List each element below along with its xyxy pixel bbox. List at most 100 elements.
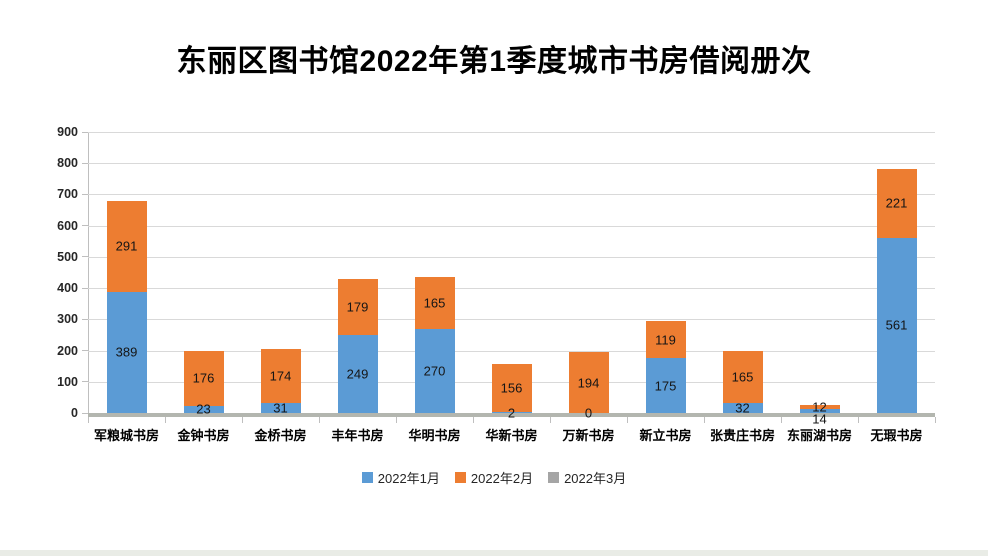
legend-swatch — [454, 472, 466, 483]
x-axis-category-label: 华明书房 — [408, 428, 461, 443]
legend-item-1: 2022年2月 — [454, 468, 534, 487]
value-label: 32 — [735, 400, 750, 416]
value-label: 23 — [196, 401, 211, 417]
bar-segment-series1-cat7 — [645, 321, 686, 359]
legend-label: 2022年3月 — [564, 471, 627, 486]
bar-segment-series0-cat9 — [799, 408, 840, 413]
value-label: 249 — [346, 366, 369, 382]
bar-segment-series0-cat10 — [876, 237, 917, 413]
y-axis-tick-label: 200 — [57, 343, 78, 358]
x-axis-category-label: 万新书房 — [562, 428, 615, 443]
x-axis-line — [88, 413, 935, 417]
x-axis-category-label: 无瑕书房 — [870, 428, 923, 443]
legend-item-0: 2022年1月 — [361, 468, 440, 487]
y-axis-tick-label: 800 — [57, 156, 78, 171]
value-label: 291 — [115, 238, 138, 254]
legend-swatch — [361, 472, 373, 483]
chart-title: 东丽区图书馆2022年第1季度城市书房借阅册次 — [176, 45, 812, 78]
y-axis-tick — [82, 287, 88, 289]
value-label: 165 — [423, 295, 446, 311]
bar-segment-series0-cat2 — [260, 403, 301, 413]
bar-segment-series0-cat3 — [337, 335, 378, 413]
value-label: 12 — [812, 399, 827, 415]
gridline — [88, 288, 935, 290]
bar-segment-series0-cat1 — [183, 405, 224, 413]
legend-item-2: 2022年3月 — [548, 468, 626, 487]
bar-segment-series1-cat9 — [799, 404, 840, 409]
bar-segment-series1-cat6 — [568, 352, 609, 413]
y-axis-tick — [82, 193, 88, 195]
value-label: 389 — [115, 344, 138, 360]
value-label: 175 — [654, 378, 677, 394]
bar-segment-series1-cat2 — [260, 348, 301, 404]
x-axis-category-label: 金桥书房 — [254, 428, 307, 443]
value-label: 0 — [584, 405, 593, 421]
y-axis-tick-label: 300 — [57, 312, 78, 327]
value-label: 156 — [500, 380, 523, 396]
bar-segment-series1-cat8 — [722, 351, 763, 403]
x-axis-tick — [319, 417, 320, 423]
value-label: 221 — [885, 195, 908, 211]
bar-segment-series0-cat8 — [722, 403, 763, 413]
gridline — [88, 256, 935, 258]
x-axis-tick — [473, 417, 474, 423]
y-axis-tick-label: 700 — [57, 187, 78, 202]
bar-segment-series1-cat4 — [414, 277, 455, 329]
x-axis-category-label: 张贵庄书房 — [709, 428, 776, 443]
gridline — [88, 163, 935, 165]
y-axis-tick — [82, 318, 88, 320]
x-axis-tick — [396, 417, 397, 423]
x-axis-category-label: 华新书房 — [485, 428, 538, 443]
value-label: 119 — [655, 332, 676, 348]
bar-segment-series0-cat7 — [645, 358, 686, 413]
gridline — [88, 194, 935, 196]
bar-segment-series1-cat3 — [337, 279, 378, 336]
value-label: 14 — [812, 411, 827, 427]
gridline — [88, 350, 935, 352]
value-label: 176 — [192, 370, 215, 386]
bar-segment-series0-cat5 — [491, 412, 532, 413]
gridline — [88, 225, 935, 227]
value-label: 179 — [346, 299, 369, 315]
bar-segment-series1-cat10 — [876, 168, 917, 238]
x-axis-tick — [88, 417, 89, 423]
x-axis-category-label: 东丽湖书房 — [786, 428, 853, 443]
x-axis-tick — [781, 417, 782, 423]
y-axis-tick-label: 600 — [57, 218, 78, 233]
plot-area: 0 100 200 300 400 500 600 700 800 900 389 291 军粮城书房 2… — [57, 125, 936, 443]
x-axis-tick — [704, 417, 705, 423]
value-label: 194 — [577, 375, 600, 391]
legend-label: 2022年1月 — [377, 471, 440, 486]
value-label: 2 — [507, 405, 516, 421]
x-axis-tick — [627, 417, 628, 423]
x-axis-category-label: 军粮城书房 — [93, 428, 160, 443]
x-axis-tick — [858, 417, 859, 423]
bar-segment-series1-cat1 — [183, 350, 224, 406]
bar-segment-series1-cat0 — [106, 200, 147, 292]
value-label: 165 — [731, 369, 754, 385]
y-axis-tick — [82, 350, 88, 352]
legend-label: 2022年2月 — [470, 471, 534, 486]
bar-segment-series0-cat0 — [106, 291, 147, 413]
gridline — [88, 319, 935, 321]
y-axis-tick — [82, 162, 88, 164]
x-axis-tick — [935, 417, 936, 423]
value-label: 31 — [273, 400, 288, 416]
y-axis-tick-label: 100 — [57, 374, 78, 389]
value-label: 270 — [423, 363, 446, 379]
y-axis-line — [88, 132, 89, 413]
x-axis-category-label: 金钟书房 — [177, 428, 230, 443]
x-axis-category-label: 新立书房 — [639, 428, 692, 443]
y-axis-tick-label: 900 — [57, 125, 78, 139]
x-axis-tick — [165, 417, 166, 423]
y-axis-tick-label: 500 — [57, 249, 78, 264]
y-axis-tick-label: 0 — [71, 406, 78, 420]
x-axis-tick — [550, 417, 551, 423]
y-axis-tick — [82, 225, 88, 227]
y-axis-tick — [82, 381, 88, 383]
x-axis-tick — [242, 417, 243, 423]
legend: 2022年1月 2022年2月 2022年3月 — [0, 468, 988, 487]
value-label: 174 — [269, 368, 292, 384]
bar-segment-series0-cat4 — [414, 328, 455, 413]
